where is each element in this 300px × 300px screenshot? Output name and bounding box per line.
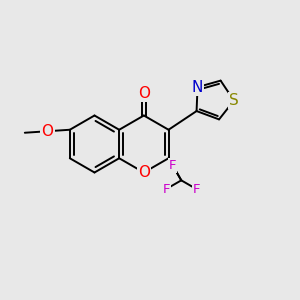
Text: F: F (169, 159, 176, 172)
Text: O: O (138, 165, 150, 180)
Text: F: F (163, 182, 170, 196)
Text: O: O (138, 85, 150, 100)
Text: O: O (41, 124, 53, 139)
Text: N: N (192, 80, 203, 94)
Text: S: S (229, 93, 239, 108)
Text: F: F (193, 182, 200, 196)
